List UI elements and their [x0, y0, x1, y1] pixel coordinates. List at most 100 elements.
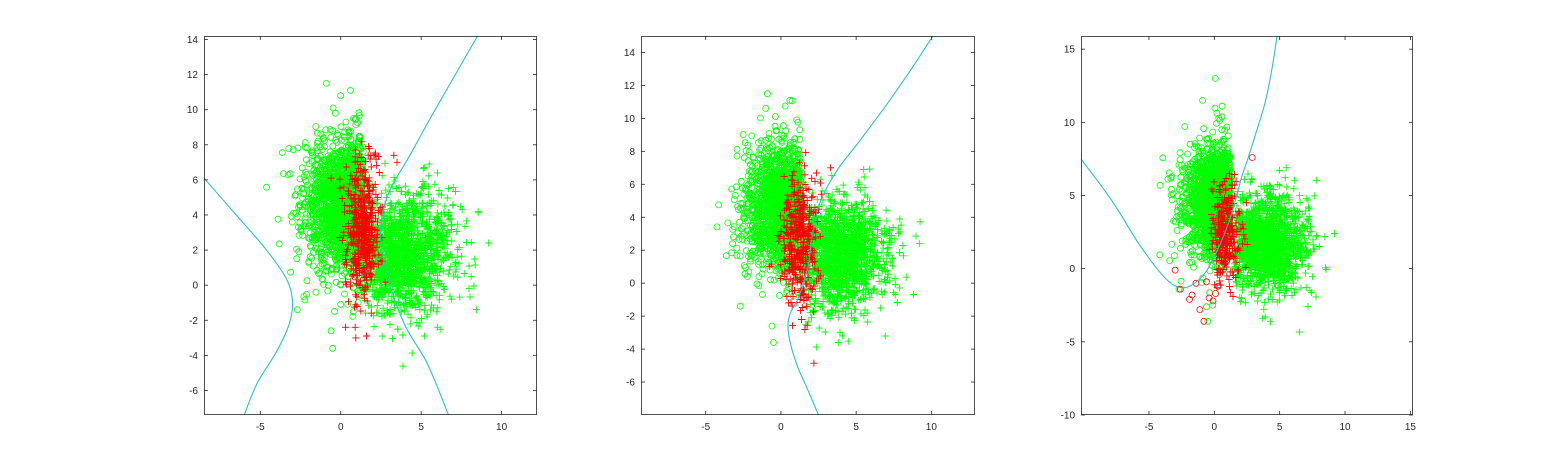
data-point	[355, 109, 363, 117]
data-point	[767, 276, 774, 284]
data-point	[346, 180, 354, 188]
data-point	[327, 211, 335, 219]
data-point	[342, 280, 350, 288]
data-point	[393, 185, 400, 192]
data-point	[360, 263, 368, 271]
data-point	[733, 252, 741, 259]
data-point	[403, 242, 411, 250]
data-point	[747, 255, 754, 263]
data-point	[340, 155, 348, 163]
data-point	[796, 135, 804, 143]
data-point	[321, 246, 329, 254]
data-point	[351, 251, 359, 259]
data-point	[352, 266, 360, 274]
y-tick-label: 14	[187, 35, 199, 46]
data-point	[413, 242, 421, 249]
data-point	[423, 311, 431, 319]
data-point	[461, 222, 469, 230]
data-point	[344, 166, 352, 173]
data-point	[409, 191, 417, 199]
data-point	[391, 240, 399, 248]
data-point	[355, 289, 363, 297]
data-point	[404, 264, 412, 272]
data-point	[381, 159, 389, 167]
data-point	[420, 281, 428, 289]
data-point	[378, 292, 386, 300]
data-point	[310, 215, 318, 223]
data-point	[781, 171, 789, 179]
data-point	[312, 226, 320, 234]
data-point	[340, 183, 348, 191]
data-point	[351, 158, 359, 166]
data-point	[448, 295, 456, 303]
data-point	[344, 300, 352, 308]
data-point	[358, 172, 366, 180]
data-point	[338, 195, 346, 202]
data-point	[332, 149, 339, 157]
data-point	[358, 268, 366, 276]
data-point	[363, 183, 371, 191]
data-point	[397, 220, 405, 227]
data-point	[293, 213, 301, 221]
data-point	[761, 201, 769, 209]
data-point	[378, 332, 386, 340]
data-point	[434, 209, 442, 217]
data-point	[293, 255, 301, 263]
data-point	[440, 210, 448, 218]
data-point	[350, 217, 358, 225]
data-point	[330, 170, 338, 177]
data-point	[439, 228, 447, 236]
data-point	[339, 237, 347, 244]
data-point	[393, 229, 401, 237]
data-point	[776, 270, 784, 278]
data-point	[305, 259, 313, 267]
data-point	[411, 280, 419, 288]
data-point	[779, 122, 787, 130]
data-point	[321, 206, 329, 214]
data-point	[747, 176, 754, 184]
data-point	[417, 234, 425, 242]
data-point	[392, 254, 399, 262]
data-point	[337, 267, 345, 275]
data-point	[441, 202, 449, 210]
data-point	[771, 122, 779, 130]
data-point	[337, 281, 345, 289]
data-point	[755, 212, 762, 220]
data-point	[320, 197, 328, 204]
data-point	[300, 190, 308, 197]
data-point	[306, 206, 314, 214]
plot-area	[713, 36, 934, 415]
data-point	[775, 253, 782, 261]
data-point	[769, 233, 777, 241]
data-point	[454, 245, 462, 253]
data-point	[463, 239, 470, 246]
data-point	[313, 215, 321, 223]
data-point	[441, 245, 449, 253]
data-point	[378, 273, 386, 281]
outlier-group	[327, 151, 401, 340]
data-point	[348, 272, 356, 280]
data-point	[309, 147, 316, 155]
point-cluster	[263, 92, 367, 320]
data-point	[288, 218, 296, 226]
data-point	[352, 276, 360, 284]
data-point	[427, 284, 435, 292]
data-point	[347, 136, 355, 144]
data-point	[458, 206, 466, 214]
data-point	[443, 240, 451, 248]
data-point	[407, 281, 415, 289]
data-point	[767, 195, 775, 202]
data-point	[343, 247, 351, 255]
data-point	[427, 306, 434, 314]
data-point	[733, 152, 741, 160]
data-point	[394, 224, 402, 232]
data-point	[321, 221, 329, 229]
data-point	[392, 237, 400, 245]
data-point	[390, 255, 398, 263]
outlier-point	[327, 327, 335, 335]
data-point	[417, 189, 425, 197]
data-point	[306, 253, 314, 261]
data-point	[374, 261, 382, 269]
data-point	[413, 254, 421, 261]
data-point	[779, 205, 787, 213]
